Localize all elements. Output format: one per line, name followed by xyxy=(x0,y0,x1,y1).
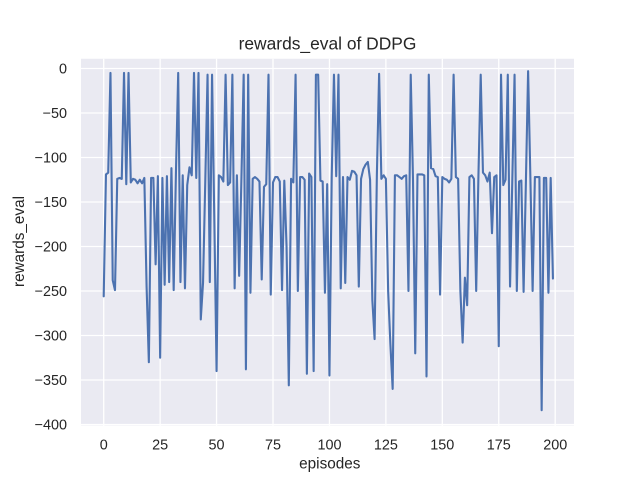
svg-text:−200: −200 xyxy=(35,239,67,255)
svg-text:25: 25 xyxy=(152,438,168,454)
svg-text:−250: −250 xyxy=(35,284,67,300)
svg-text:0: 0 xyxy=(59,61,67,77)
svg-text:−350: −350 xyxy=(35,373,67,389)
svg-text:−400: −400 xyxy=(35,417,67,433)
svg-text:200: 200 xyxy=(543,438,567,454)
svg-text:−150: −150 xyxy=(35,195,67,211)
svg-text:125: 125 xyxy=(374,438,398,454)
svg-text:100: 100 xyxy=(317,438,341,454)
svg-text:−300: −300 xyxy=(35,328,67,344)
svg-text:175: 175 xyxy=(487,438,511,454)
svg-text:rewards_eval: rewards_eval xyxy=(11,196,28,287)
svg-text:rewards_eval of DDPG: rewards_eval of DDPG xyxy=(239,34,417,54)
svg-text:75: 75 xyxy=(265,438,281,454)
svg-text:150: 150 xyxy=(430,438,454,454)
svg-text:−100: −100 xyxy=(35,150,67,166)
svg-text:50: 50 xyxy=(209,438,225,454)
svg-text:episodes: episodes xyxy=(299,456,361,473)
svg-text:−50: −50 xyxy=(43,106,67,122)
svg-text:0: 0 xyxy=(100,438,108,454)
